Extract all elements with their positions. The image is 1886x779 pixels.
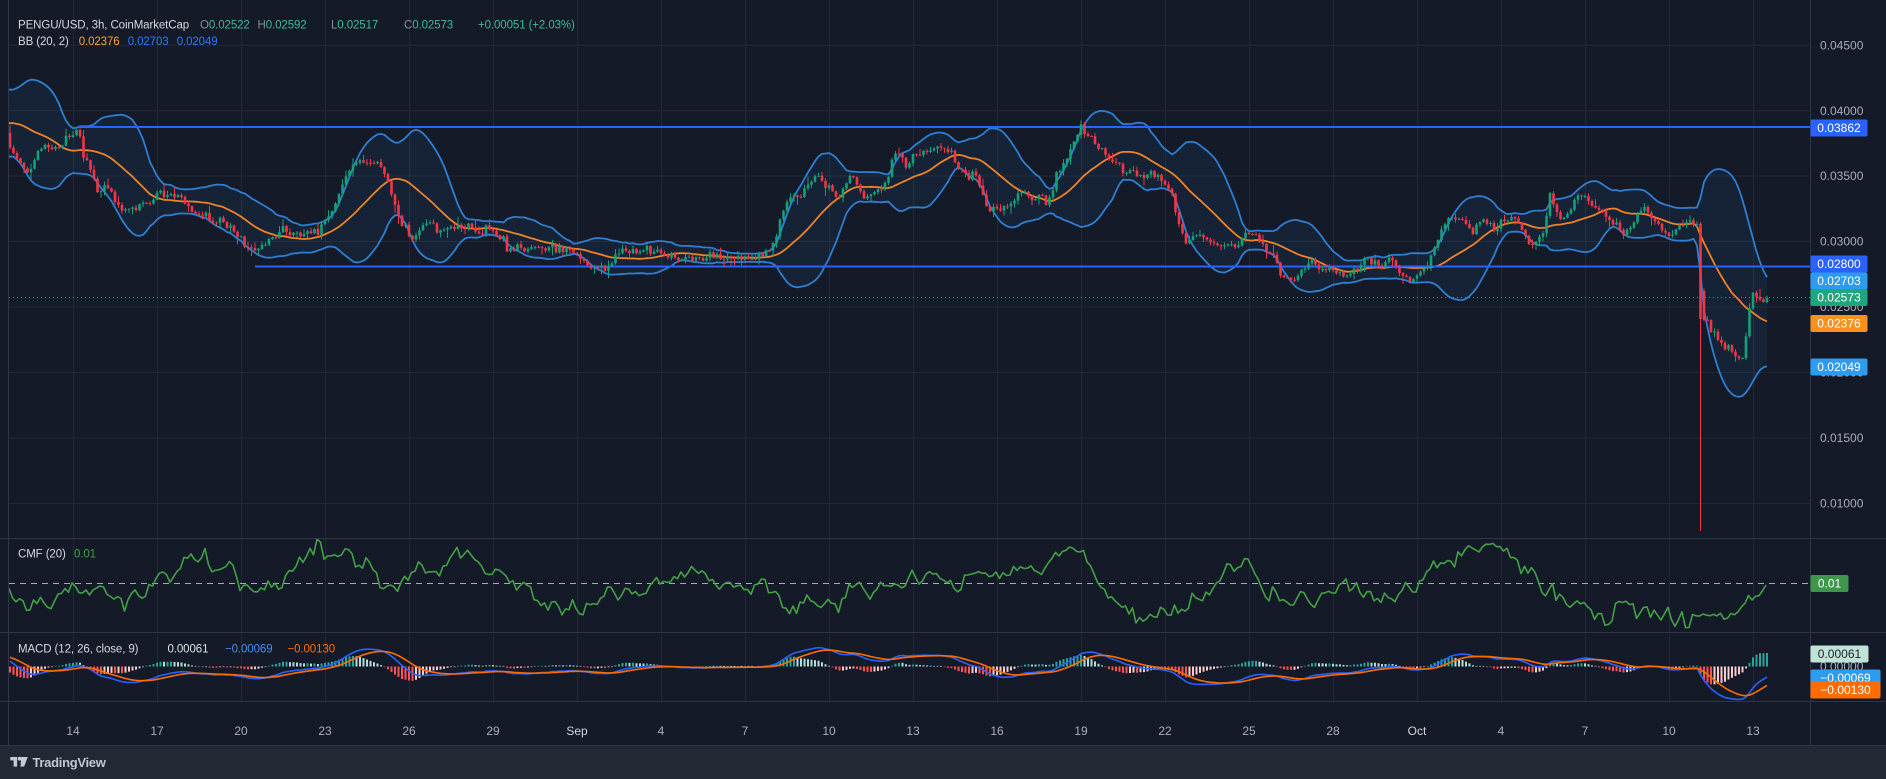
svg-text:26: 26 bbox=[402, 724, 416, 738]
svg-text:C0.02573: C0.02573 bbox=[404, 20, 453, 32]
svg-text:−0.00069: −0.00069 bbox=[225, 644, 273, 656]
svg-text:TradingView: TradingView bbox=[33, 755, 107, 770]
svg-text:7: 7 bbox=[1582, 724, 1589, 738]
svg-text:14: 14 bbox=[66, 724, 80, 738]
svg-text:28: 28 bbox=[1326, 724, 1340, 738]
svg-text:MACD (12, 26, close, 9): MACD (12, 26, close, 9) bbox=[18, 644, 139, 656]
svg-text:0.02573: 0.02573 bbox=[1817, 291, 1861, 305]
svg-text:0.04500: 0.04500 bbox=[1820, 38, 1864, 52]
svg-text:16: 16 bbox=[990, 724, 1004, 738]
svg-text:0.04000: 0.04000 bbox=[1820, 104, 1864, 118]
svg-text:0.01: 0.01 bbox=[1818, 577, 1842, 591]
svg-text:H0.02592: H0.02592 bbox=[258, 20, 307, 32]
svg-text:L0.02517: L0.02517 bbox=[331, 20, 378, 32]
svg-text:0.02376: 0.02376 bbox=[1817, 317, 1861, 331]
svg-text:7: 7 bbox=[742, 724, 749, 738]
svg-text:0.02703: 0.02703 bbox=[128, 36, 169, 48]
svg-text:0.01000: 0.01000 bbox=[1820, 497, 1864, 511]
svg-text:Sep: Sep bbox=[566, 724, 588, 738]
svg-text:20: 20 bbox=[234, 724, 248, 738]
svg-text:Oct: Oct bbox=[1408, 724, 1427, 738]
svg-text:13: 13 bbox=[906, 724, 920, 738]
svg-text:0.01: 0.01 bbox=[74, 549, 96, 561]
svg-text:0.03862: 0.03862 bbox=[1817, 121, 1861, 135]
svg-text:0.02049: 0.02049 bbox=[1817, 360, 1861, 374]
svg-text:25: 25 bbox=[1242, 724, 1256, 738]
svg-text:+0.00051 (+2.03%): +0.00051 (+2.03%) bbox=[478, 20, 575, 32]
svg-text:0.02049: 0.02049 bbox=[177, 36, 218, 48]
svg-text:13: 13 bbox=[1746, 724, 1760, 738]
svg-text:−0.00130: −0.00130 bbox=[288, 644, 336, 656]
svg-text:19: 19 bbox=[1074, 724, 1088, 738]
svg-text:4: 4 bbox=[658, 724, 665, 738]
svg-text:−0.00130: −0.00130 bbox=[1820, 683, 1871, 697]
svg-text:BB (20, 2): BB (20, 2) bbox=[18, 36, 69, 48]
svg-text:0.03000: 0.03000 bbox=[1820, 235, 1864, 249]
svg-text:17: 17 bbox=[150, 724, 164, 738]
svg-text:29: 29 bbox=[486, 724, 500, 738]
svg-text:22: 22 bbox=[1158, 724, 1172, 738]
svg-text:0.00061: 0.00061 bbox=[168, 644, 209, 656]
svg-text:10: 10 bbox=[822, 724, 836, 738]
svg-text:0.00061: 0.00061 bbox=[1818, 647, 1862, 661]
svg-text:4: 4 bbox=[1498, 724, 1505, 738]
svg-text:0.02703: 0.02703 bbox=[1817, 274, 1861, 288]
svg-text:10: 10 bbox=[1662, 724, 1676, 738]
svg-text:O0.02522: O0.02522 bbox=[200, 20, 250, 32]
svg-text:0.03500: 0.03500 bbox=[1820, 169, 1864, 183]
svg-text:0.02376: 0.02376 bbox=[79, 36, 120, 48]
svg-text:0.01500: 0.01500 bbox=[1820, 431, 1864, 445]
svg-text:CMF (20): CMF (20) bbox=[18, 549, 66, 561]
svg-text:23: 23 bbox=[318, 724, 332, 738]
svg-text:0.02800: 0.02800 bbox=[1817, 257, 1861, 271]
svg-text:PENGU/USD, 3h, CoinMarketCap: PENGU/USD, 3h, CoinMarketCap bbox=[18, 20, 189, 32]
